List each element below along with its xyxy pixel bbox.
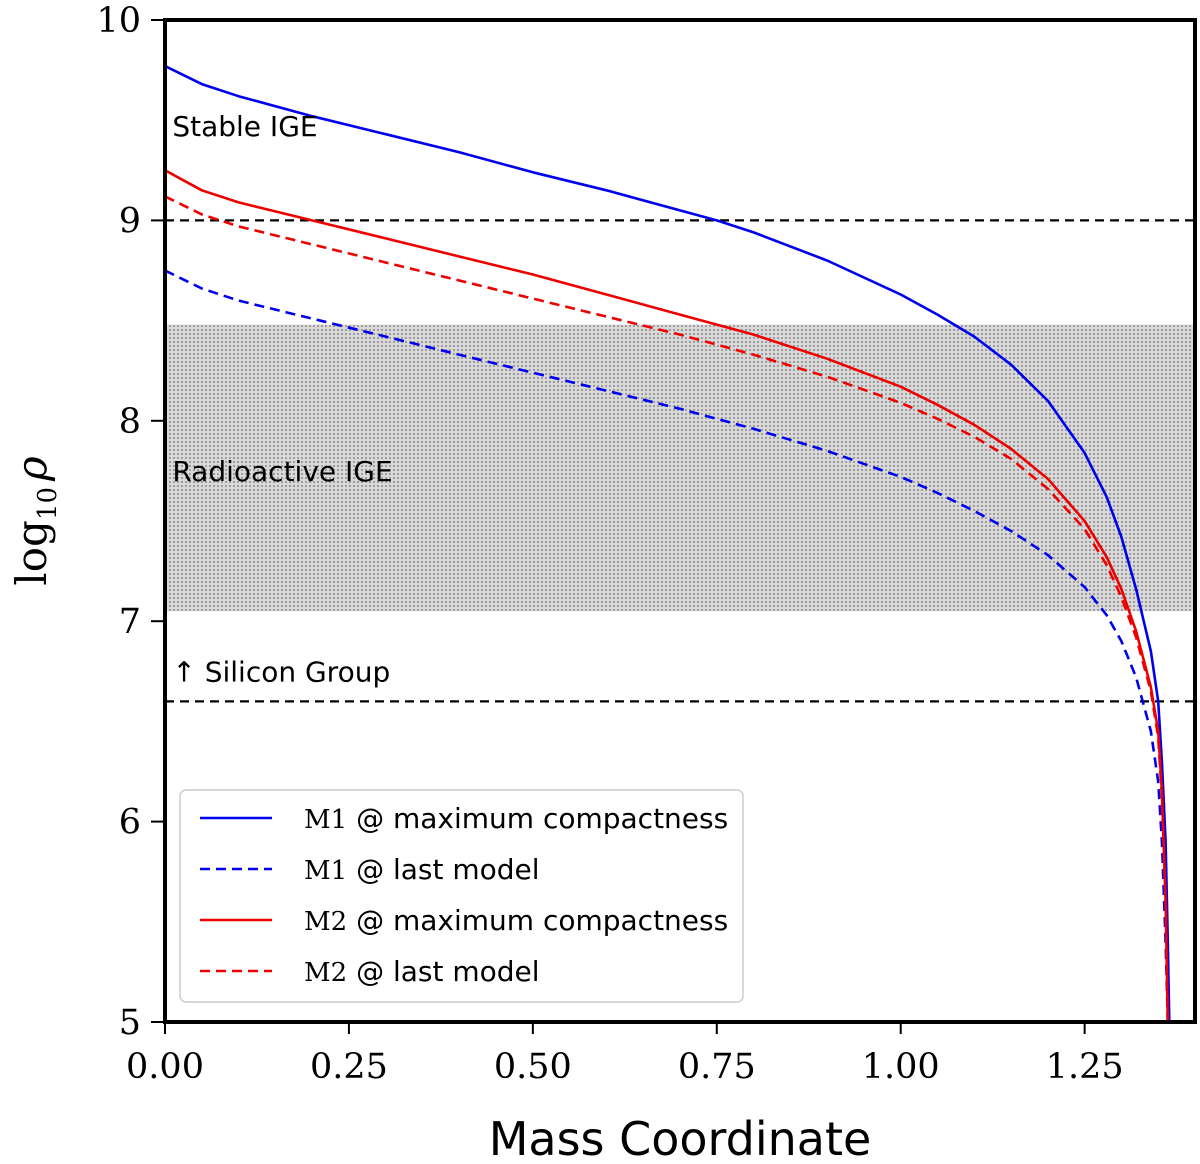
plot-frame (163, 18, 1197, 1024)
x-tick-label: 1.25 (1046, 1047, 1124, 1087)
series-line-1 (165, 64, 1171, 1022)
legend: M1 @ maximum compactness M1 @ last model M… (179, 789, 744, 1003)
x-tick-label: 0.00 (126, 1047, 204, 1087)
y-tick-label: 8 (119, 402, 141, 442)
y-tick-label: 5 (119, 1003, 141, 1043)
y-tick-label: 6 (119, 803, 141, 843)
region-label-3: ↑ Silicon Group (172, 655, 390, 688)
series-line-2 (165, 269, 1170, 1022)
legend-label-1: M1 @ maximum compactness (304, 802, 728, 835)
legend-label-4: M2 @ last model (304, 955, 540, 988)
y-tick-label: 7 (119, 602, 141, 642)
y-tick-label: 9 (119, 201, 141, 241)
y-axis-title-base: log (7, 520, 56, 586)
x-axis-title: Mass Coordinate (489, 1112, 872, 1164)
x-tick-label: 1.00 (862, 1047, 940, 1087)
legend-box (179, 789, 744, 1003)
x-tick-label: 0.25 (310, 1047, 388, 1087)
series-line-3 (165, 169, 1170, 1022)
y-tick-label: 10 (96, 1, 141, 41)
legend-label-2: M1 @ last model (304, 853, 540, 886)
legend-label-3: M2 @ maximum compactness (304, 904, 728, 937)
x-tick-label: 0.50 (494, 1047, 572, 1087)
region-label-1: Stable IGE (172, 110, 317, 143)
region-label-2: Radioactive IGE (172, 455, 392, 488)
y-axis-title-symbol: ρ (7, 456, 56, 482)
y-axis-title-sub: 10 (33, 487, 63, 520)
y-axis-title: log10 ρ (7, 456, 63, 586)
series-line-4 (165, 195, 1170, 1022)
x-tick-label: 0.75 (678, 1047, 756, 1087)
